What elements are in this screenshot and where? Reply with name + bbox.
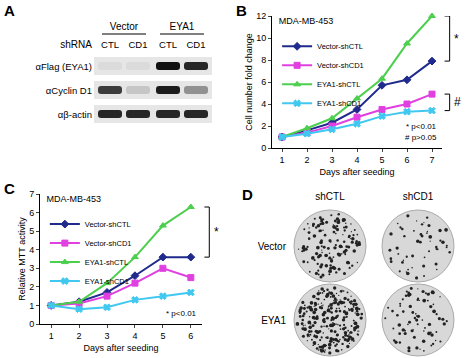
svg-text:Vector: Vector <box>258 241 287 252</box>
svg-text:3: 3 <box>29 263 34 273</box>
svg-text:EYA1: EYA1 <box>170 21 195 32</box>
svg-text:*: * <box>454 32 459 46</box>
html-text:A: A <box>4 2 15 19</box>
svg-text:MDA-MB-453: MDA-MB-453 <box>46 194 101 204</box>
svg-text:Relative MTT activity: Relative MTT activity <box>17 217 27 301</box>
svg-text:αβ-actin: αβ-actin <box>58 109 92 120</box>
svg-text:#: # <box>454 95 461 109</box>
svg-text:Days after seeding: Days after seeding <box>319 167 394 177</box>
svg-text:shCD1: shCD1 <box>403 191 434 202</box>
svg-text:6: 6 <box>404 155 409 165</box>
svg-text:4: 4 <box>354 155 359 165</box>
svg-text:αFlag (EYA1): αFlag (EYA1) <box>35 61 92 72</box>
svg-text:4: 4 <box>261 99 266 109</box>
svg-text:shCTL: shCTL <box>315 191 345 202</box>
svg-text:# p>0.05: # p>0.05 <box>405 133 437 142</box>
svg-text:shRNA: shRNA <box>60 39 92 50</box>
svg-text:MDA-MB-453: MDA-MB-453 <box>279 16 334 26</box>
svg-text:1: 1 <box>29 301 34 311</box>
svg-text:6: 6 <box>261 77 266 87</box>
svg-text:Days after seeding: Days after seeding <box>83 343 158 353</box>
svg-text:5: 5 <box>160 331 165 341</box>
svg-text:4: 4 <box>132 331 137 341</box>
svg-text:CD1: CD1 <box>186 39 205 50</box>
svg-text:CTL: CTL <box>101 39 119 50</box>
svg-text:7: 7 <box>429 155 434 165</box>
html-text:D: D <box>242 186 253 203</box>
svg-text:2: 2 <box>261 121 266 131</box>
svg-text:EYA1-shCTL: EYA1-shCTL <box>317 80 360 89</box>
svg-text:2: 2 <box>77 331 82 341</box>
svg-text:EYA1-shCD1: EYA1-shCD1 <box>85 277 129 286</box>
svg-text:10: 10 <box>256 33 266 43</box>
svg-text:4: 4 <box>29 245 34 255</box>
svg-text:EYA1: EYA1 <box>261 315 286 326</box>
svg-text:5: 5 <box>379 155 384 165</box>
svg-text:CTL: CTL <box>159 39 177 50</box>
svg-text:5: 5 <box>29 226 34 236</box>
svg-text:6: 6 <box>188 331 193 341</box>
svg-text:CD1: CD1 <box>128 39 147 50</box>
svg-text:0: 0 <box>29 319 34 329</box>
svg-text:3: 3 <box>105 331 110 341</box>
svg-text:*: * <box>214 225 219 239</box>
html-text:B: B <box>236 2 247 19</box>
svg-text:3: 3 <box>329 155 334 165</box>
svg-text:* p<0.01: * p<0.01 <box>166 309 197 318</box>
svg-text:Vector: Vector <box>110 21 139 32</box>
svg-text:8: 8 <box>261 55 266 65</box>
svg-text:Vector-shCTL: Vector-shCTL <box>317 42 363 51</box>
svg-text:7: 7 <box>29 189 34 199</box>
svg-text:6: 6 <box>29 208 34 218</box>
svg-text:Cell number fold change: Cell number fold change <box>244 33 254 131</box>
svg-text:2: 2 <box>304 155 309 165</box>
svg-text:Vector-shCD1: Vector-shCD1 <box>85 239 132 248</box>
svg-text:αCyclin D1: αCyclin D1 <box>46 85 92 96</box>
svg-text:EYA1-shCD1: EYA1-shCD1 <box>317 99 361 108</box>
svg-text:12: 12 <box>256 11 266 21</box>
svg-text:0: 0 <box>261 143 266 153</box>
svg-text:* p<0.01: * p<0.01 <box>406 122 437 131</box>
svg-text:1: 1 <box>49 331 54 341</box>
svg-text:Vector-shCD1: Vector-shCD1 <box>317 61 364 70</box>
svg-text:EYA1-shCTL: EYA1-shCTL <box>85 258 128 267</box>
svg-text:Vector-shCTL: Vector-shCTL <box>85 220 131 229</box>
svg-text:2: 2 <box>29 282 34 292</box>
svg-text:1: 1 <box>279 155 284 165</box>
html-text:C: C <box>4 180 15 197</box>
